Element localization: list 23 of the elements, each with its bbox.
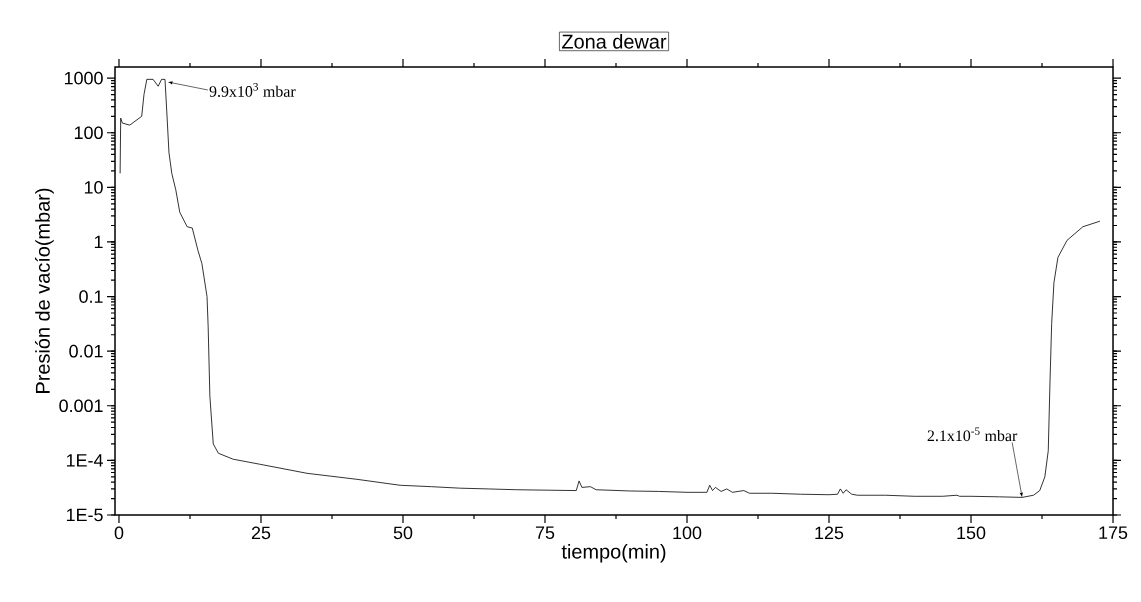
y-tick-label: 100	[74, 126, 103, 140]
x-tick-label: 100	[673, 526, 702, 540]
x-axis-title: tiempo(min)	[561, 544, 666, 563]
y-tick-label: 1E-5	[66, 508, 103, 522]
x-tick-label: 150	[957, 526, 986, 540]
x-tick-label: 75	[535, 526, 555, 540]
x-tick-label: 175	[1099, 526, 1128, 540]
y-tick-label: 0.01	[69, 344, 103, 358]
x-tick-label: 0	[114, 526, 124, 540]
x-tick-label: 50	[393, 526, 413, 540]
y-tick-label: 1E-4	[66, 454, 103, 467]
y-tick-label: 1000	[64, 71, 103, 85]
annotation: 2.1x10$^{-5}$ mbar	[927, 427, 1018, 442]
annotation: 9.9x10$^{3}$ mbar	[209, 83, 296, 97]
y-tick-label: 10	[84, 180, 103, 194]
y-axis-title: Presión de vacío(mbar)	[34, 188, 54, 393]
chart-title: Zona dewar	[562, 34, 667, 49]
y-tick-label: 1	[94, 235, 103, 249]
x-tick-label: 125	[815, 526, 844, 540]
y-tick-label: 0.001	[59, 399, 103, 413]
y-tick-label: 0.1	[79, 290, 103, 303]
line-series	[119, 78, 1101, 498]
x-tick-label: 25	[251, 526, 271, 540]
